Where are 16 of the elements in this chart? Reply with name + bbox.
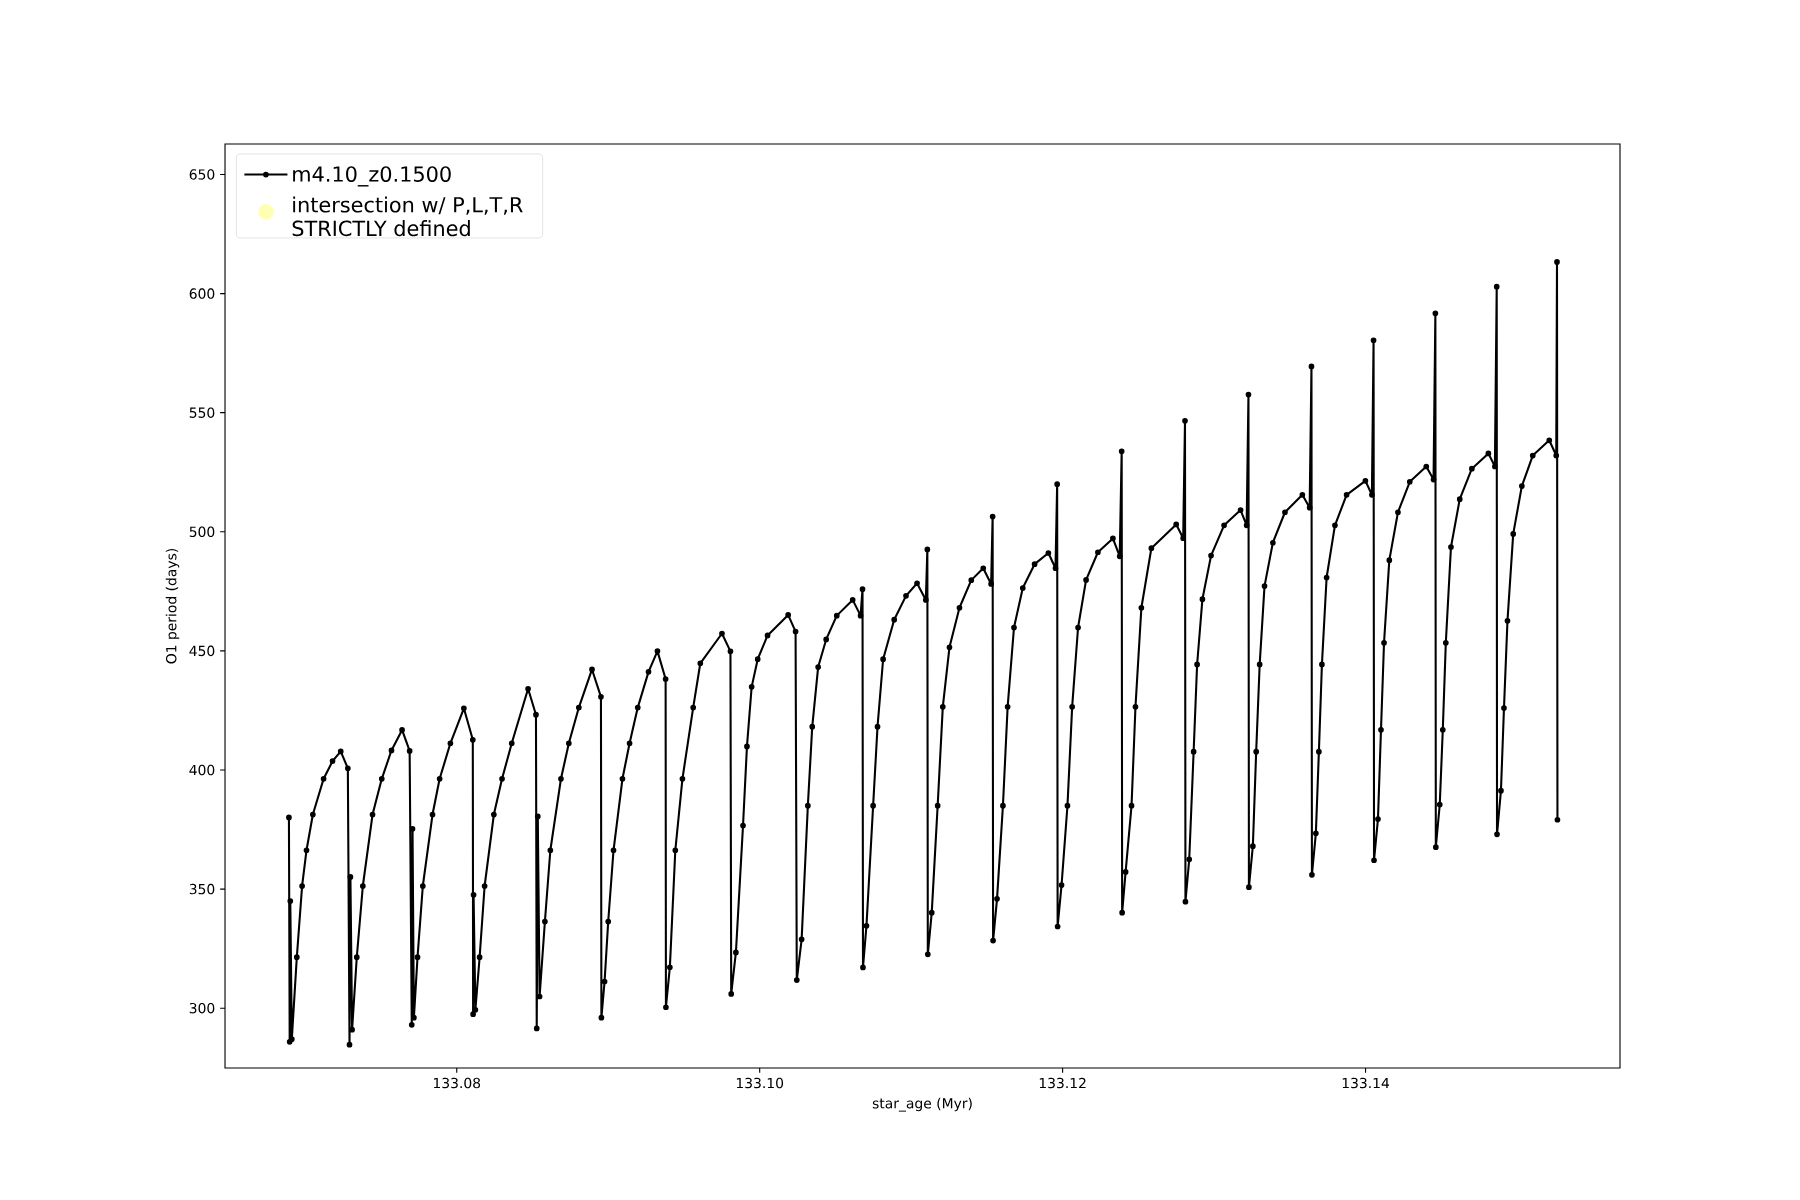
y-tick-label: 300 <box>189 1002 215 1014</box>
y-tick-label: 600 <box>189 288 215 299</box>
x-tick-label: 133.12 <box>1039 1077 1086 1089</box>
y-tick-label: 400 <box>189 764 215 776</box>
legend-label: intersection w/ P,L,T,R STRICTLY defined <box>292 196 523 237</box>
x-axis-title: star_age (Myr) <box>872 1097 972 1112</box>
x-tick-label: 133.14 <box>1342 1077 1390 1089</box>
x-tick-label: 133.08 <box>433 1077 481 1089</box>
y-tick-label: 650 <box>189 169 215 180</box>
y-tick-label: 550 <box>189 407 215 418</box>
legend-label: m4.10_z0.1500 <box>293 166 451 187</box>
x-tick-label: 133.10 <box>736 1077 784 1089</box>
y-tick-label: 500 <box>189 526 215 538</box>
y-axis-title: O1 period (days) <box>165 548 180 664</box>
y-tick-label: 450 <box>189 645 215 657</box>
y-tick-label: 350 <box>189 883 215 895</box>
